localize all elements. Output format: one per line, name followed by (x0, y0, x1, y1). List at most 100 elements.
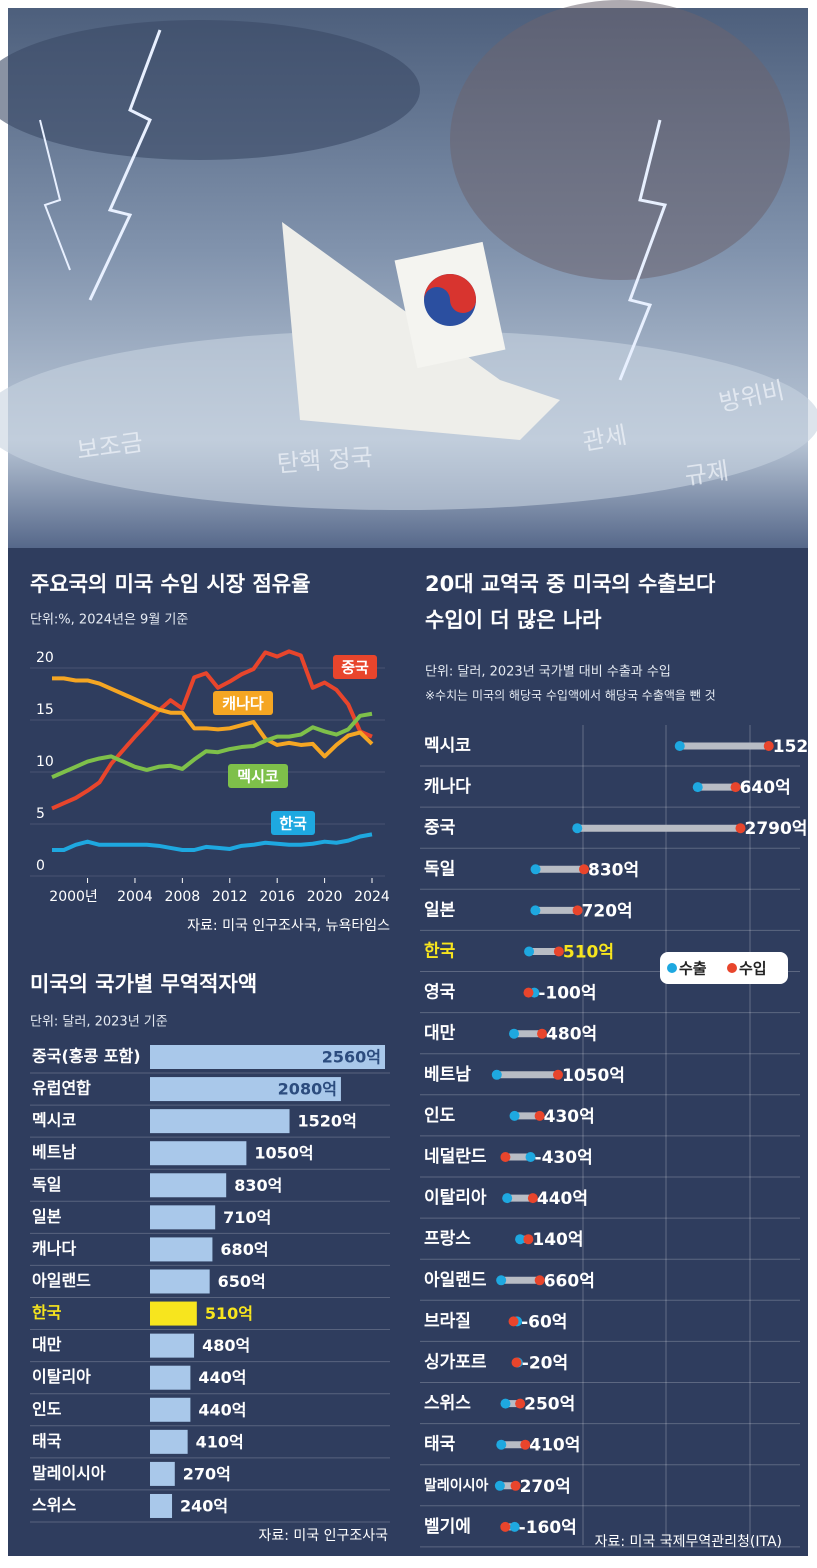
bar (150, 1493, 173, 1518)
category-label: 한국 (32, 1303, 62, 1322)
legend-box (660, 952, 788, 984)
value-label: 480억 (202, 1336, 250, 1355)
category-label: 이탈리아 (424, 1187, 487, 1208)
x-tick-label: 2024 (354, 889, 390, 905)
value-label: 1050억 (562, 1066, 625, 1086)
import-dot (763, 741, 774, 751)
value-label: 710억 (223, 1208, 271, 1227)
category-label: 캐나다 (32, 1239, 76, 1258)
export-dot (509, 1521, 520, 1532)
value-label: 650억 (218, 1272, 266, 1291)
import-dot (527, 1193, 538, 1204)
export-dot (494, 1480, 505, 1491)
legend-label: 캐나다 (222, 695, 264, 713)
bar (150, 1301, 197, 1326)
category-label: 말레이시아 (32, 1463, 106, 1482)
import-dot (511, 1357, 522, 1368)
import-dot (735, 823, 746, 834)
export-dot (572, 823, 583, 834)
category-label: 멕시코 (424, 736, 471, 756)
import-dot (552, 1069, 563, 1080)
x-tick-label: 2012 (212, 889, 248, 905)
import-dot (515, 1398, 526, 1409)
category-label: 인도 (32, 1399, 62, 1418)
value-label: 2080억 (278, 1080, 337, 1099)
chart-title: 미국의 국가별 무역적자액 (30, 972, 257, 996)
bar (150, 1077, 341, 1102)
value-label: 1520억 (298, 1112, 357, 1131)
import-dot (553, 946, 564, 957)
lightning (88, 29, 162, 301)
bar (150, 1397, 191, 1422)
bar (150, 1141, 247, 1166)
category-label: 브라질 (424, 1310, 471, 1331)
value-label: 410억 (196, 1432, 244, 1451)
value-label: 2560억 (322, 1048, 381, 1067)
export-dot (502, 1193, 513, 1204)
legend-dot (667, 963, 677, 973)
x-tick-label: 2004 (117, 889, 153, 905)
chart-subtitle: 단위: 달러, 2023년 기준 (30, 1015, 168, 1030)
value-label: 830억 (234, 1176, 282, 1195)
category-label: 일본 (424, 900, 456, 920)
category-label: 대만 (32, 1335, 62, 1354)
y-tick-label: 0 (36, 858, 45, 874)
source: 자료: 미국 국제무역관리청(ITA) (595, 1534, 782, 1550)
legend-box (228, 764, 288, 788)
source: 자료: 미국 인구조사국, 뉴욕타임스 (187, 918, 390, 934)
value-label: 2790억 (744, 819, 807, 839)
x-tick-label: 2008 (165, 889, 201, 905)
series-line (52, 676, 374, 759)
x-tick-label: 2016 (259, 889, 295, 905)
category-label: 벨기에 (424, 1517, 471, 1537)
value-label: -60억 (521, 1312, 567, 1332)
value-label: 440억 (198, 1368, 246, 1387)
value-label: 510억 (205, 1304, 253, 1323)
y-tick-label: 5 (36, 806, 45, 822)
value-label: -20억 (522, 1354, 568, 1374)
bar (150, 1205, 216, 1230)
export-dot (530, 864, 541, 875)
import-dot (510, 1480, 521, 1491)
value-label: 1050억 (254, 1144, 313, 1163)
bar (150, 1269, 210, 1294)
export-dot (692, 782, 703, 793)
category-label: 영국 (424, 983, 456, 1003)
legend-label: 한국 (279, 815, 307, 833)
value-label: 270억 (520, 1477, 571, 1497)
value-label: -430억 (535, 1148, 593, 1168)
cloud (0, 20, 420, 160)
value-label: 440억 (537, 1189, 588, 1209)
export-dot (524, 946, 535, 957)
category-label: 인도 (424, 1106, 456, 1126)
value-label: 440억 (198, 1400, 246, 1419)
bar (150, 1365, 191, 1390)
value-label: 660억 (544, 1271, 595, 1291)
category-label: 캐나다 (424, 777, 471, 797)
export-dot (509, 1110, 520, 1121)
category-label: 스위스 (32, 1495, 76, 1514)
face (450, 0, 790, 280)
bar (150, 1461, 175, 1486)
category-label: 중국 (424, 818, 456, 838)
bar (150, 1109, 290, 1134)
legend-box (213, 691, 273, 715)
import-dot (520, 1439, 531, 1450)
value-label: 250억 (524, 1395, 575, 1415)
bar (150, 1429, 188, 1454)
category-label: 베트남 (32, 1143, 76, 1162)
import-dot (523, 987, 534, 998)
import-dot (534, 1110, 545, 1121)
bar (150, 1173, 227, 1198)
category-label: 이탈리아 (32, 1367, 91, 1386)
illustration (0, 0, 817, 548)
series-line (52, 832, 373, 852)
illustration-word: 탄핵 정국 (276, 443, 374, 478)
category-label: 네덜란드 (424, 1147, 487, 1167)
lightning (618, 119, 668, 381)
y-tick-label: 10 (36, 754, 54, 770)
category-label: 프랑스 (424, 1229, 471, 1249)
x-tick-label: 2000년 (49, 889, 98, 905)
category-label: 말레이시아 (424, 1477, 489, 1494)
